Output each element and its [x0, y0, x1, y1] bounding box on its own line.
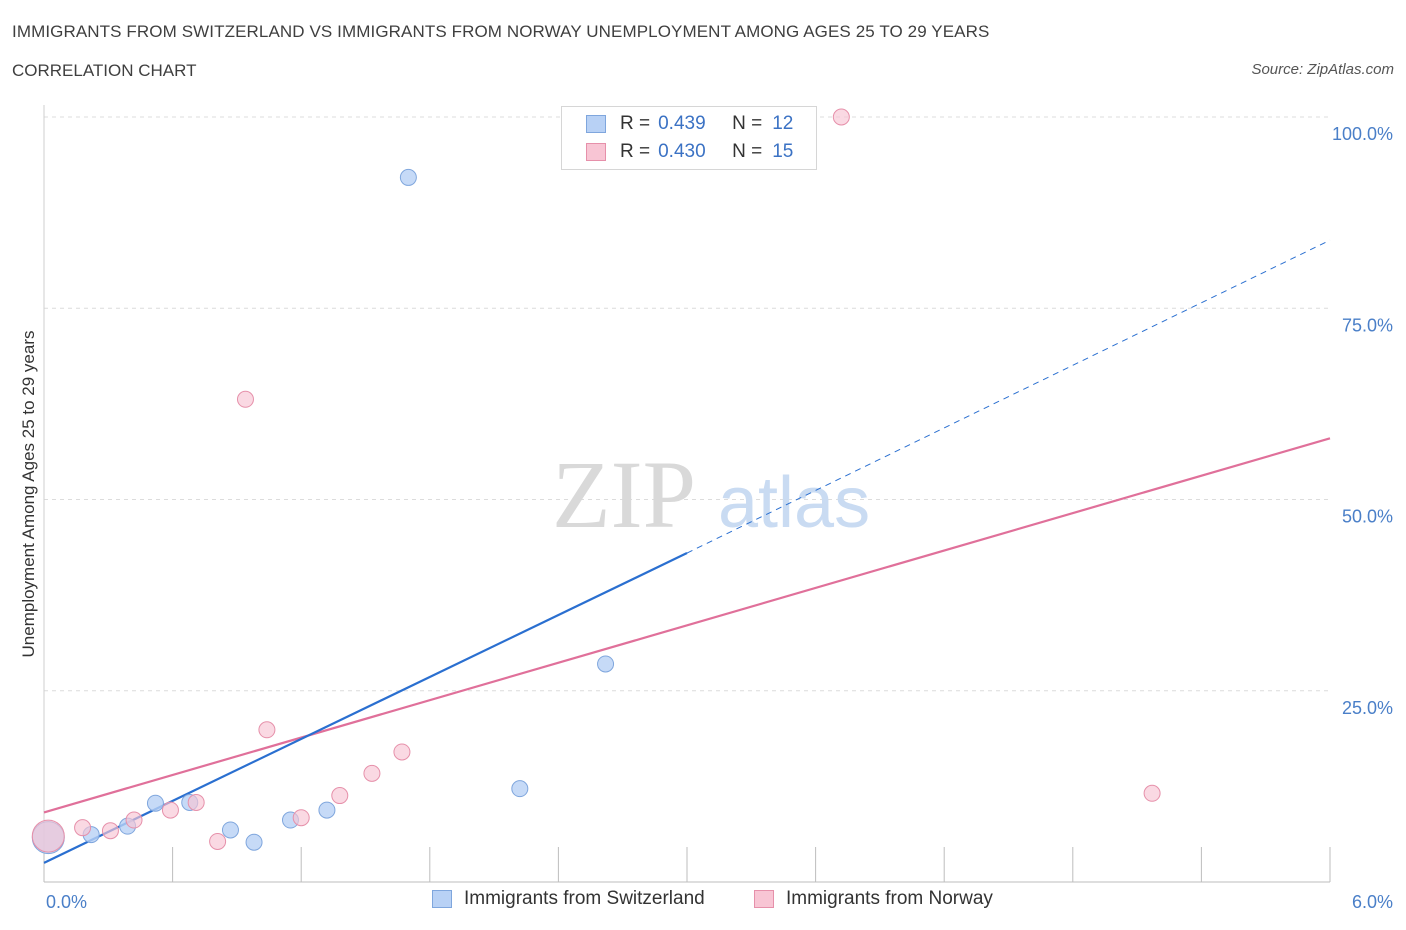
r-value-switzerland: 0.439 — [658, 113, 706, 134]
norway-swatch — [586, 143, 606, 161]
series-legend: Immigrants from Switzerland Immigrants f… — [0, 888, 1406, 916]
gridlines — [44, 116, 1330, 692]
data-point-switzerland — [318, 801, 336, 819]
source-credit: Source: ZipAtlas.com — [1251, 61, 1394, 78]
trend-line-switzerland — [43, 552, 688, 864]
r-value-norway: 0.430 — [658, 141, 706, 162]
data-point-norway — [1143, 784, 1161, 802]
n-value-switzerland: 12 — [772, 113, 794, 134]
y-tick-labels: 100.0% 75.0% 50.0% 25.0% — [1332, 124, 1393, 718]
r-label: R = — [620, 113, 651, 134]
norway-legend-swatch — [754, 890, 774, 908]
data-point-switzerland — [221, 821, 239, 839]
n-label: N = — [732, 113, 763, 134]
data-point-norway — [832, 108, 850, 126]
y-tick-label-75: 75.0% — [1342, 315, 1393, 335]
watermark-zip: ZIP — [552, 441, 696, 548]
data-point-norway — [236, 390, 254, 408]
x-axis — [43, 105, 1331, 883]
legend-row-switzerland: R = 0.439 N = 12 — [586, 111, 793, 137]
data-point-norway — [161, 801, 179, 819]
data-point-norway — [292, 809, 310, 827]
data-point-switzerland — [511, 780, 529, 798]
watermark: ZIP atlas — [552, 441, 870, 548]
n-label: N = — [732, 141, 763, 162]
data-point-norway — [187, 793, 205, 811]
n-value-norway: 15 — [772, 141, 794, 162]
data-points — [31, 108, 1161, 855]
data-point-norway — [363, 764, 381, 782]
watermark-atlas: atlas — [718, 463, 870, 543]
x-tick-label-max: 6.0% — [1352, 892, 1393, 912]
trend-line-switzerland-extension — [686, 239, 1331, 554]
data-point-norway — [31, 819, 65, 853]
data-point-switzerland — [597, 655, 615, 673]
legend-row-norway: R = 0.430 N = 15 — [586, 139, 793, 165]
y-tick-label-50: 50.0% — [1342, 507, 1393, 527]
data-point-norway — [393, 743, 411, 761]
chart-title: IMMIGRANTS FROM SWITZERLAND VS IMMIGRANT… — [12, 22, 990, 41]
data-point-norway — [74, 819, 92, 837]
data-point-norway — [209, 832, 227, 850]
y-axis-title: Unemployment Among Ages 25 to 29 years — [19, 331, 38, 658]
correlation-legend: R = 0.439 N = 12 R = 0.430 N = 15 — [561, 106, 817, 170]
data-point-switzerland — [245, 833, 263, 851]
y-tick-label-25: 25.0% — [1342, 698, 1393, 718]
series-legend-switzerland[interactable]: Immigrants from Switzerland — [432, 888, 705, 910]
data-point-norway — [258, 721, 276, 739]
switzerland-legend-swatch — [432, 890, 452, 908]
data-point-norway — [101, 822, 119, 840]
x-tick-label-min: 0.0% — [46, 892, 87, 912]
norway-legend-label: Immigrants from Norway — [786, 888, 993, 909]
data-point-norway — [125, 811, 143, 829]
series-legend-norway[interactable]: Immigrants from Norway — [754, 888, 993, 910]
data-point-norway — [331, 787, 349, 805]
r-label: R = — [620, 141, 651, 162]
data-point-switzerland — [146, 794, 164, 812]
trend-lines — [43, 239, 1331, 864]
data-point-switzerland — [399, 168, 417, 186]
trend-line-norway — [43, 437, 1331, 814]
y-tick-label-100: 100.0% — [1332, 124, 1393, 144]
chart-subtitle: CORRELATION CHART — [12, 61, 197, 80]
switzerland-legend-label: Immigrants from Switzerland — [464, 888, 705, 909]
switzerland-swatch — [586, 115, 606, 133]
